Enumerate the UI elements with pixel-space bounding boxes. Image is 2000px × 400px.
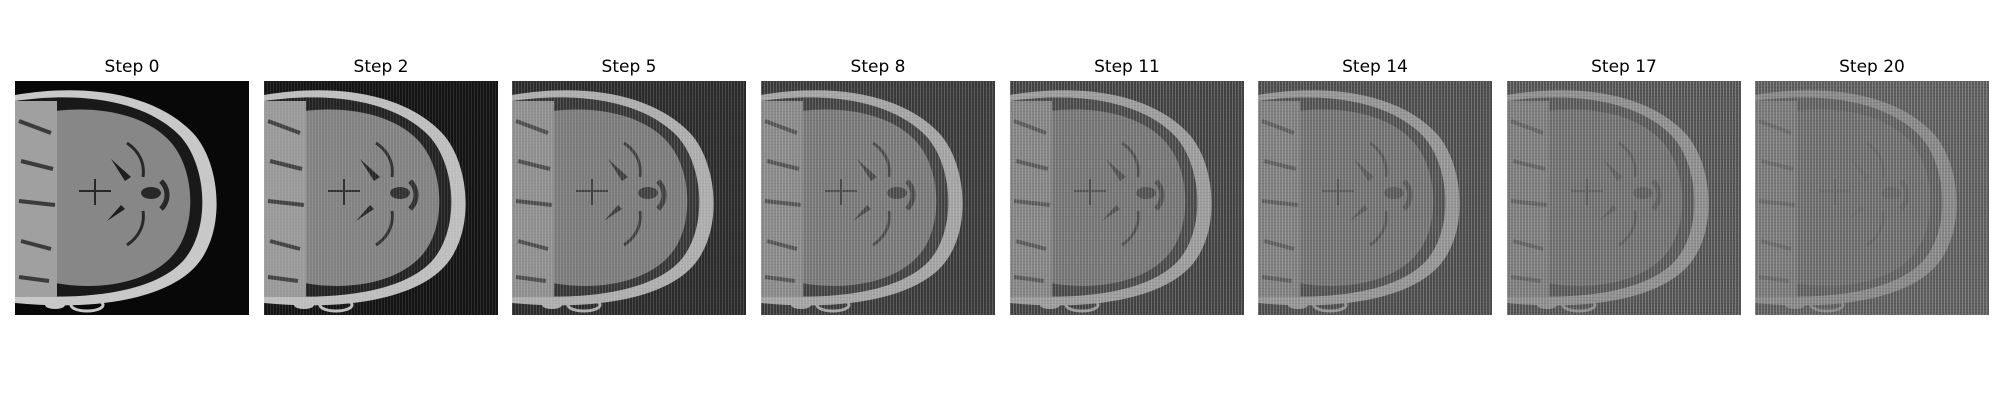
step-panel: Step 20	[1755, 56, 1989, 315]
panel-title: Step 20	[1839, 57, 1905, 77]
panel-title: Step 0	[104, 57, 160, 77]
mri-image	[1507, 81, 1741, 315]
mri-image	[512, 81, 746, 315]
panel-title: Step 14	[1342, 57, 1408, 77]
step-panel: Step 14	[1258, 56, 1492, 315]
step-panel: Step 5	[512, 56, 746, 315]
mri-image	[1258, 81, 1492, 315]
panel-title: Step 2	[353, 57, 409, 77]
panel-title: Step 8	[850, 57, 906, 77]
mri-image	[1010, 81, 1244, 315]
step-panel: Step 8	[761, 56, 995, 315]
mri-image	[15, 81, 249, 315]
mri-image	[1755, 81, 1989, 315]
step-panel: Step 2	[264, 56, 498, 315]
step-panel: Step 11	[1010, 56, 1244, 315]
mri-image	[761, 81, 995, 315]
mri-image	[264, 81, 498, 315]
panel-title: Step 11	[1094, 57, 1160, 77]
panel-title: Step 5	[601, 57, 657, 77]
step-panel: Step 0	[15, 56, 249, 315]
step-panel: Step 17	[1507, 56, 1741, 315]
panel-title: Step 17	[1591, 57, 1657, 77]
